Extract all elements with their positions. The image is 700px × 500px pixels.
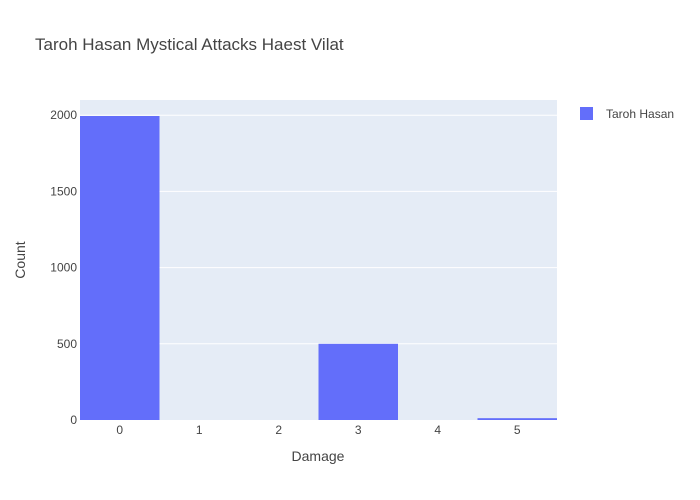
x-tick-label: 1: [196, 423, 203, 437]
legend-swatch[interactable]: [580, 107, 593, 120]
bar-damage-5[interactable]: [477, 418, 558, 420]
y-tick-label: 0: [70, 413, 77, 427]
x-ticks: 0 1 2 3 4 5: [116, 423, 521, 437]
x-tick-label: 2: [275, 423, 282, 437]
y-tick-label: 2000: [50, 108, 77, 122]
legend-label[interactable]: Taroh Hasan: [606, 107, 674, 121]
y-tick-label: 1500: [50, 184, 77, 198]
bars[interactable]: [80, 116, 557, 420]
legend[interactable]: Taroh Hasan: [580, 107, 674, 121]
x-tick-label: 3: [355, 423, 362, 437]
x-axis-label: Damage: [292, 448, 345, 464]
y-tick-label: 1000: [50, 261, 77, 275]
y-axis-label: Count: [12, 241, 28, 278]
chart-title: Taroh Hasan Mystical Attacks Haest Vilat: [35, 35, 344, 54]
bar-damage-0[interactable]: [80, 116, 160, 420]
bar-damage-3[interactable]: [318, 343, 399, 420]
x-tick-label: 5: [514, 423, 521, 437]
x-tick-label: 0: [116, 423, 123, 437]
x-tick-label: 4: [434, 423, 441, 437]
y-ticks: 0 500 1000 1500 2000: [50, 108, 77, 427]
y-tick-label: 500: [57, 337, 77, 351]
